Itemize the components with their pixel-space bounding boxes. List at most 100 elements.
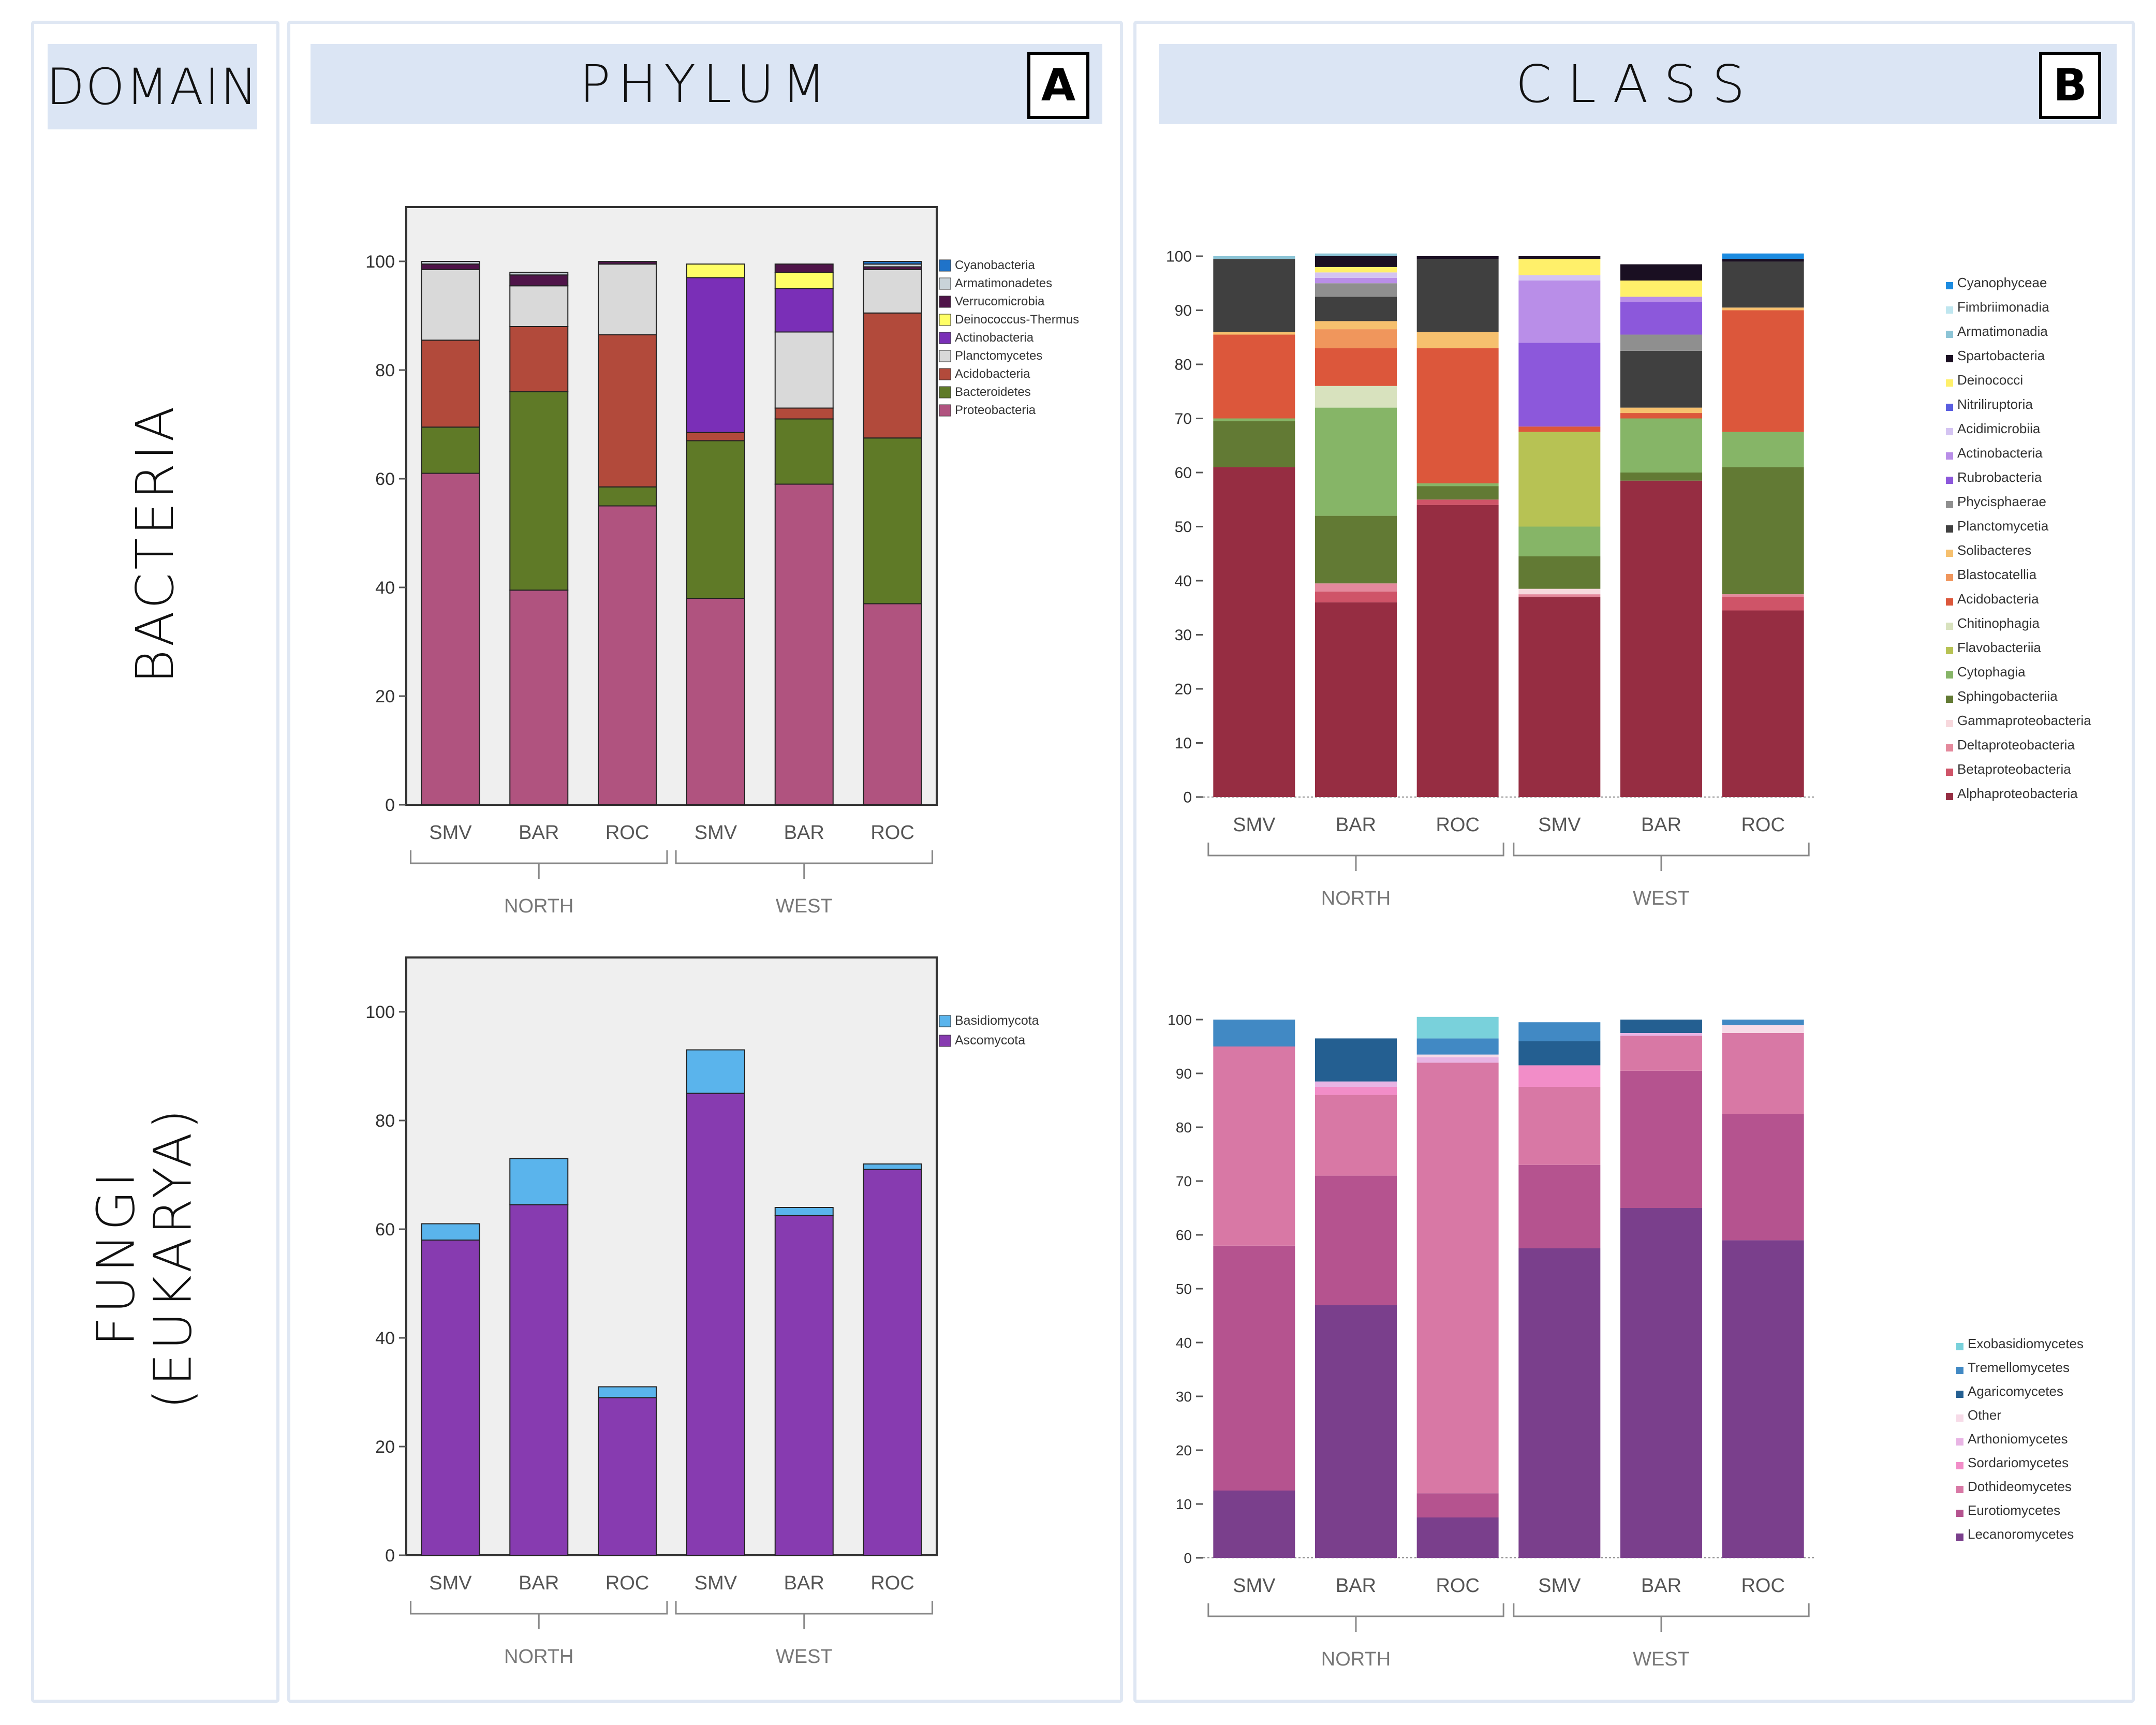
class-bacteria-ytick-label: 100 (1166, 248, 1192, 266)
class-bacteria-legend-label: Gammaproteobacteria (1957, 713, 2091, 728)
class-fungi-legend-label: Agaricomycetes (1968, 1383, 2063, 1399)
class-bacteria-legend-swatch (1946, 793, 1953, 800)
class-fungi-bar-tremellomycetes (1518, 1022, 1601, 1041)
phylum-bacteria-legend-label: Deinococcus-Thermus (955, 313, 1079, 327)
class-fungi-legend-label: Exobasidiomycetes (1968, 1336, 2084, 1351)
class-bacteria-bar-cytophagia (1722, 432, 1804, 467)
phylum-fungi-category-label: SMV (695, 1572, 737, 1594)
class-fungi-legend-swatch (1956, 1510, 1963, 1517)
class-bacteria-bar-actinobacteria (1620, 297, 1702, 302)
class-fungi-ytick-label: 50 (1176, 1281, 1192, 1297)
class-bacteria-legend-label: Cytophagia (1957, 664, 2026, 680)
class-bacteria-legend-swatch (1946, 598, 1953, 606)
phylum-bacteria-bar-bacteroidetes (863, 437, 922, 605)
phylum-fungi-group-bracket (675, 1601, 933, 1629)
phylum-bacteria-bar-bacteroidetes (686, 440, 745, 599)
phylum-fungi-bar-ascomycota (774, 1215, 834, 1556)
class-bacteria-bar-sphingobacteriia (1213, 421, 1295, 467)
class-bacteria-ytick-label: 0 (1183, 789, 1192, 806)
class-bacteria-legend-swatch (1946, 452, 1953, 460)
class-fungi-bar-tremellomycetes (1213, 1020, 1295, 1046)
phylum-fungi-legend-label: Ascomycota (955, 1033, 1025, 1048)
class-fungi-bar-arthoniomycetes (1620, 1033, 1702, 1036)
class-bacteria-ytick-label: 60 (1175, 465, 1192, 482)
phylum-bacteria-group-bracket (410, 850, 668, 879)
phylum-bacteria-legend-label: Bacteroidetes (955, 385, 1031, 399)
class-fungi-bar-lecanoromycetes (1620, 1208, 1702, 1558)
class-bacteria-legend-label: Flavobacteriia (1957, 640, 2041, 655)
class-fungi-plot-area (1203, 1020, 1814, 1558)
class-fungi-category-label: BAR (1336, 1575, 1376, 1597)
class-fungi-group-label: WEST (1633, 1648, 1690, 1670)
class-bacteria-legend-swatch (1946, 525, 1953, 533)
bacteria-row-label-text: BACTERIA (125, 403, 186, 684)
phylum-header: PHYLUM (311, 44, 1102, 124)
class-fungi-legend-swatch (1956, 1391, 1963, 1398)
class-bacteria-legend-label: Deinococci (1957, 372, 2023, 388)
class-bacteria-legend-swatch (1946, 331, 1953, 338)
class-bacteria-bar-acidobacteria (1722, 310, 1804, 432)
phylum-bacteria-bar-bacteroidetes (509, 391, 569, 591)
class-bacteria-bar-rubrobacteria (1518, 343, 1601, 427)
phylum-bacteria-bar-planctomycetes (421, 269, 480, 341)
class-bacteria-bar-gammaproteobacteria (1518, 588, 1601, 595)
class-fungi-bar-dothideomycetes (1722, 1033, 1804, 1114)
phylum-bacteria-bar-proteobacteria (686, 598, 745, 805)
phylum-bacteria-bar-planctomycetes (598, 263, 657, 335)
class-bacteria-bar-actinobacteria (1315, 277, 1397, 284)
class-bacteria-category-label: BAR (1336, 814, 1376, 836)
class-fungi-bar-agaricomycetes (1620, 1020, 1702, 1033)
phylum-bacteria-bar-acidobacteria (509, 326, 569, 392)
phylum-bacteria-ytick-label: 20 (375, 687, 395, 706)
class-fungi-legend-label: Eurotiomycetes (1968, 1502, 2060, 1518)
class-bacteria-bar-alphaproteobacteria (1416, 505, 1499, 797)
class-bacteria-legend-swatch (1946, 623, 1953, 630)
domain-header-label: DOMAIN (46, 57, 259, 116)
class-fungi-bar-agaricomycetes (1518, 1041, 1601, 1066)
phylum-fungi-category-label: BAR (519, 1572, 559, 1594)
class-bacteria-legend-label: Blastocatellia (1957, 567, 2037, 582)
phylum-bacteria-legend-label: Proteobacteria (955, 403, 1036, 417)
phylum-fungi-category-label: ROC (606, 1572, 649, 1594)
class-bacteria-bar-planctomycetia (1213, 259, 1295, 332)
class-bacteria-bar-betaproteobacteria (1722, 597, 1804, 611)
phylum-bacteria-bar-proteobacteria (509, 589, 569, 805)
class-fungi-bar-eurotiomycetes (1315, 1175, 1397, 1305)
class-bacteria-bar-planctomycetia (1722, 261, 1804, 308)
class-bacteria-bar-acidimicrobiia (1518, 275, 1601, 281)
class-bacteria-bar-alphaproteobacteria (1315, 602, 1397, 797)
class-fungi-bar-lecanoromycetes (1722, 1240, 1804, 1558)
panel-a-badge: A (1027, 52, 1089, 119)
phylum-fungi-bar-ascomycota (421, 1240, 480, 1556)
class-bacteria-bar-cytophagia (1213, 418, 1295, 421)
phylum-fungi-bar-ascomycota (598, 1397, 657, 1556)
phylum-fungi-legend-swatch (939, 1015, 951, 1027)
class-bacteria-bar-solibacteres (1722, 307, 1804, 311)
class-fungi-bar-arthoniomycetes (1315, 1081, 1397, 1087)
class-bacteria-bar-armatimonadia (1213, 256, 1295, 259)
phylum-bacteria-legend-swatch (939, 259, 951, 272)
class-bacteria-legend-label: Fimbriimonadia (1957, 299, 2049, 315)
class-bacteria-bar-spartobacteria (1722, 259, 1804, 262)
class-bacteria-bar-sphingobacteriia (1518, 556, 1601, 589)
phylum-fungi-ytick-label: 80 (375, 1111, 395, 1131)
class-bacteria-bar-spartobacteria (1416, 256, 1499, 259)
class-bacteria-group-bracket (1513, 843, 1810, 871)
class-bacteria-bar-cytophagia (1518, 526, 1601, 556)
class-bacteria-ytick-label: 30 (1175, 627, 1192, 644)
phylum-bacteria-bar-acidobacteria (598, 334, 657, 488)
class-fungi-bar-eurotiomycetes (1213, 1245, 1295, 1491)
phylum-bacteria-bar-acidobacteria (863, 312, 922, 439)
class-fungi-bar-tremellomycetes (1416, 1038, 1499, 1055)
phylum-bacteria-bar-planctomycetes (774, 331, 834, 409)
class-fungi-legend-swatch (1956, 1534, 1963, 1541)
class-bacteria-legend-swatch (1946, 744, 1953, 751)
phylum-bacteria-bar-verrucomicrobia (421, 263, 480, 270)
class-bacteria-bar-solibacteres (1416, 332, 1499, 348)
class-bacteria-bar-phycisphaerae (1315, 283, 1397, 297)
class-fungi-legend-swatch (1956, 1414, 1963, 1422)
class-bacteria-legend-label: Deltaproteobacteria (1957, 737, 2075, 753)
phylum-bacteria-category-label: BAR (519, 822, 559, 844)
class-bacteria-bar-deinococci (1620, 281, 1702, 297)
class-fungi-legend-label: Lecanoromycetes (1968, 1526, 2074, 1542)
